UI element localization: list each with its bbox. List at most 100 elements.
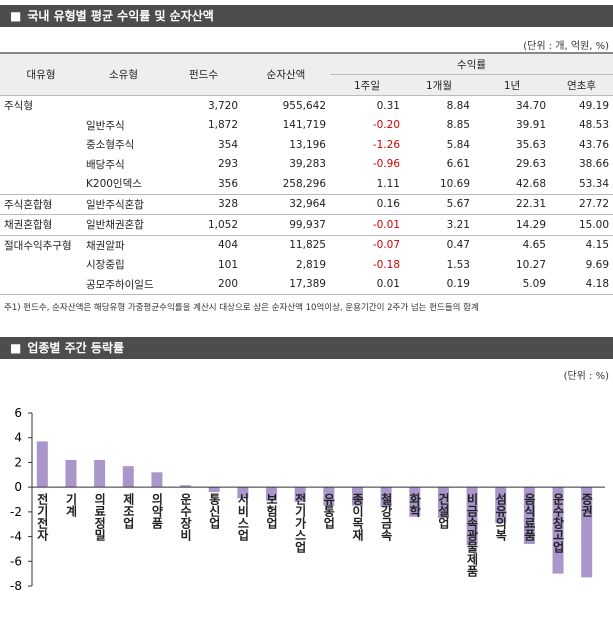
table-cell: 10.69 xyxy=(439,177,470,190)
bar xyxy=(180,485,192,488)
table-cell: 4.18 xyxy=(550,274,613,295)
chart: -8 -6 -4 -2 0 2 4 6 전기전자 기계 의료정밀 제조업 의약품 운수장비 통신업 서비스업 보… xyxy=(10,406,605,593)
table-cell: 8.85 xyxy=(446,119,470,132)
table-cell: 48.53 xyxy=(578,119,610,132)
table-cell: 주식혼합형 xyxy=(0,193,82,215)
unit-label: (단위 : 개, 억원, %) xyxy=(523,41,609,52)
table-cell: 일반주식혼합 xyxy=(82,193,165,215)
table-cell: 49.19 xyxy=(578,99,610,112)
table-cell xyxy=(0,116,82,136)
y-tick-label: 6 xyxy=(14,406,22,420)
table-cell: 14.29 xyxy=(474,214,550,235)
table-cell: 404 xyxy=(165,234,242,255)
table-cell: -0.96 xyxy=(372,158,400,171)
x-tick-label: 기계 xyxy=(64,492,78,518)
x-tick-label: 비금속광물제품 xyxy=(465,492,479,578)
table-cell: 35.63 xyxy=(515,138,546,151)
x-tick-label: 유통업 xyxy=(322,493,336,530)
table-row: 주식형 3,720 955,642 0.31 8.84 34.70 49.19 xyxy=(0,96,613,116)
table-cell: -0.20 xyxy=(372,119,400,132)
table-cell: 1.53 xyxy=(446,258,470,271)
table-cell: 0.16 xyxy=(330,193,404,215)
bar xyxy=(581,487,593,578)
fund-table: 대유형 소유형 펀드수 순자산액 수익률 1주일 1개월 1년 연초후 주식형 3,720 955… xyxy=(0,52,613,295)
x-tick-label: 의약품 xyxy=(150,492,164,530)
table-cell: 293 xyxy=(217,158,238,171)
table-cell: 29.63 xyxy=(515,158,546,171)
table-cell: 채권혼합형 xyxy=(0,214,82,235)
table-row: 절대수익추구형 채권알파 404 11,825 -0.07 0.47 4.65 4.15 xyxy=(0,234,613,255)
bar xyxy=(323,487,335,506)
table-cell xyxy=(0,135,82,155)
table-cell: 99,937 xyxy=(242,214,330,235)
table-cell: 채권알파 xyxy=(82,234,165,255)
table-cell: 43.76 xyxy=(578,138,610,151)
table-cell: -0.01 xyxy=(330,214,404,235)
table-cell: 1,052 xyxy=(165,214,242,235)
table-cell: -1.26 xyxy=(372,138,400,151)
bar xyxy=(65,459,77,488)
table-cell: 4.65 xyxy=(474,234,550,255)
bar xyxy=(351,487,363,506)
table-cell: 356 xyxy=(217,177,238,190)
header-cell: 수익률 xyxy=(330,52,613,75)
table-row: 주식혼합형 일반주식혼합 328 32,964 0.16 5.67 22.31 27.72 xyxy=(0,193,613,215)
table-cell: 34.70 xyxy=(515,99,546,112)
table-cell: 일반주식 xyxy=(86,119,125,132)
section-header: ■ 국내 유형별 평균 수익률 및 순자산액 xyxy=(0,5,613,27)
table-cell: 42.68 xyxy=(515,177,546,190)
bar xyxy=(466,487,478,546)
table-cell: -0.18 xyxy=(372,258,400,271)
x-tick-label: 전기가스업 xyxy=(293,492,307,554)
x-tick-label: 서비스업 xyxy=(236,492,250,542)
bar xyxy=(237,487,249,499)
table-cell: 0.31 xyxy=(376,99,400,112)
table-cell: -0.07 xyxy=(330,234,404,255)
table-cell: 3.21 xyxy=(404,214,474,235)
table-cell: 0.01 xyxy=(330,274,404,295)
table-row: 공모주하이일드 200 17,389 0.01 0.19 5.09 4.18 xyxy=(0,274,613,295)
table-cell: 2,819 xyxy=(295,258,326,271)
bar xyxy=(437,487,449,519)
table-row: K200인덱스 356 258,296 1.11 10.69 42.68 53.34 xyxy=(0,174,613,194)
table-cell: 1,872 xyxy=(207,119,238,132)
table-cell: 5.84 xyxy=(446,138,470,151)
table-cell: 10.27 xyxy=(515,258,546,271)
table-cell: 6.61 xyxy=(446,158,470,171)
table-cell: 5.09 xyxy=(474,274,550,295)
y-tick-label: 4 xyxy=(14,431,22,445)
table-row: 채권혼합형 일반채권혼합 1,052 99,937 -0.01 3.21 14.29 15.0… xyxy=(0,214,613,235)
x-tick-label: 철강금속 xyxy=(379,492,393,542)
table-cell: 27.72 xyxy=(550,193,613,215)
x-tick-label: 화학 xyxy=(408,492,422,518)
footnote: 주1) 펀드수, 순자산액은 해당유형 가중평균수익률을 계산시 대상으로 삼은… xyxy=(4,303,479,313)
x-tick-label: 종이목재 xyxy=(350,493,364,542)
unit-label: (단위 : %) xyxy=(563,371,609,382)
table-cell: 200 xyxy=(165,274,242,295)
bar xyxy=(266,487,278,501)
x-tick-label: 의료정밀 xyxy=(93,492,107,542)
table-cell: 11,825 xyxy=(242,234,330,255)
header-cell: 순자산액 xyxy=(242,52,330,96)
section-title: 국내 유형별 평균 수익률 및 순자산액 xyxy=(27,9,214,23)
bar xyxy=(208,487,220,493)
y-tick-label: -6 xyxy=(10,554,22,568)
table-row: 일반주식 1,872 141,719 -0.20 8.85 39.91 48.53 xyxy=(0,116,613,136)
table-cell: 17,389 xyxy=(242,274,330,295)
bar xyxy=(36,441,48,488)
table-cell: 39,283 xyxy=(289,158,326,171)
header-cell: 1개월 xyxy=(404,74,474,96)
bar xyxy=(380,487,392,507)
table-cell xyxy=(0,255,82,275)
table-cell: 배당주식 xyxy=(86,158,125,171)
y-tick-label: -8 xyxy=(10,579,22,593)
bar xyxy=(122,466,134,488)
table-cell: 258,296 xyxy=(282,177,326,190)
table-cell: 4.15 xyxy=(550,234,613,255)
table-cell: 8.84 xyxy=(446,99,470,112)
bar xyxy=(94,459,106,488)
table-cell: 1.11 xyxy=(376,177,400,190)
table-cell: 절대수익추구형 xyxy=(0,234,82,255)
table-cell: 38.66 xyxy=(578,158,610,171)
